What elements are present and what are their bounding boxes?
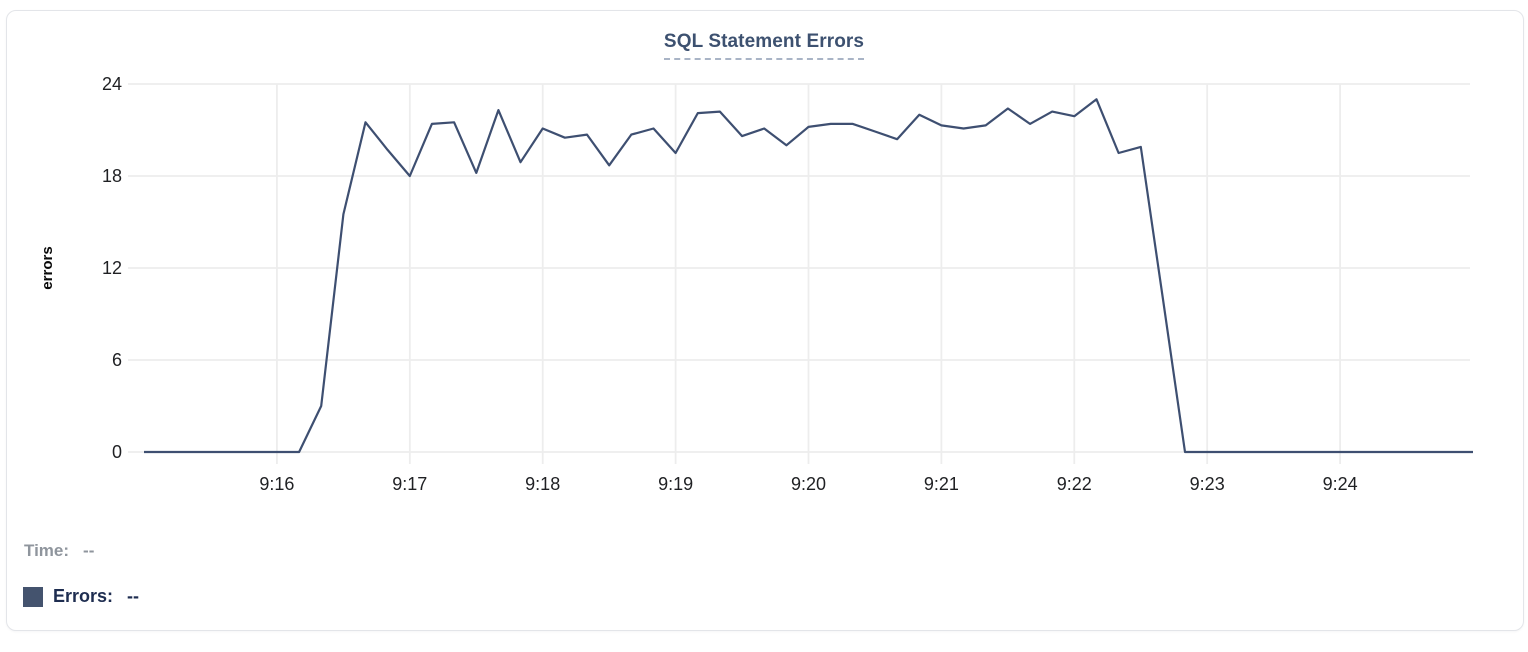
chart-card (6, 10, 1524, 631)
y-tick-label: 0 (112, 442, 122, 462)
chart-header: SQL Statement Errors (0, 31, 1528, 60)
y-tick-label: 18 (102, 166, 122, 186)
x-tick-label: 9:21 (924, 474, 959, 494)
time-label: Time: (24, 541, 70, 560)
y-tick-label: 6 (112, 350, 122, 370)
errors-series-line (144, 98, 1473, 454)
y-axis-title: errors (39, 246, 56, 289)
y-tick-label: 12 (102, 258, 122, 278)
errors-label: Errors: (53, 586, 114, 606)
x-tick-label: 9:18 (525, 474, 560, 494)
x-tick-label: 9:22 (1057, 474, 1092, 494)
errors-series-swatch (23, 586, 43, 607)
tooltip-time-row: Time: -- (24, 541, 94, 561)
x-tick-label: 9:20 (791, 474, 826, 494)
chart-title[interactable]: SQL Statement Errors (663, 31, 865, 60)
errors-value: -- (127, 586, 140, 606)
x-tick-label: 9:17 (392, 474, 427, 494)
sql-errors-line-chart[interactable]: 0 6 12 18 24 9:16 9:17 9:18 9:19 9:20 9:21 9:22 9:23… (0, 0, 1528, 515)
x-tick-label: 9:24 (1323, 474, 1358, 494)
tooltip-errors-row: Errors: -- (23, 586, 139, 607)
x-tick-label: 9:19 (658, 474, 693, 494)
x-tick-label: 9:16 (259, 474, 294, 494)
y-tick-label: 24 (102, 74, 122, 94)
time-value: -- (83, 541, 95, 560)
x-tick-label: 9:23 (1190, 474, 1225, 494)
